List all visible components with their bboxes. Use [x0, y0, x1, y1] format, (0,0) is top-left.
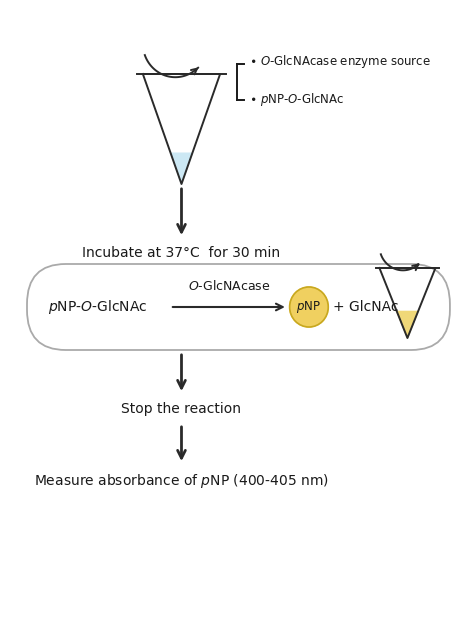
Polygon shape [397, 312, 418, 338]
Text: $\bullet$ $\it{p}$NP-$\it{O}$-GlcNAc: $\bullet$ $\it{p}$NP-$\it{O}$-GlcNAc [249, 92, 345, 109]
Text: + GlcNAc: + GlcNAc [333, 300, 399, 314]
Text: Measure absorbance of $p$NP (400-405 nm): Measure absorbance of $p$NP (400-405 nm) [34, 472, 329, 490]
Circle shape [290, 287, 328, 327]
Polygon shape [171, 153, 192, 184]
Text: $\it{p}$NP-$\it{O}$-GlcNAc: $\it{p}$NP-$\it{O}$-GlcNAc [48, 298, 147, 316]
Text: $\it{p}$NP: $\it{p}$NP [297, 299, 321, 315]
Text: Incubate at 37°C  for 30 min: Incubate at 37°C for 30 min [82, 246, 281, 260]
FancyBboxPatch shape [27, 264, 450, 350]
Text: $\it{O}$-GlcNAcase: $\it{O}$-GlcNAcase [188, 279, 270, 293]
Text: Stop the reaction: Stop the reaction [121, 402, 241, 416]
Text: $\bullet$ $\it{O}$-GlcNAcase enzyme source: $\bullet$ $\it{O}$-GlcNAcase enzyme sour… [249, 54, 431, 71]
